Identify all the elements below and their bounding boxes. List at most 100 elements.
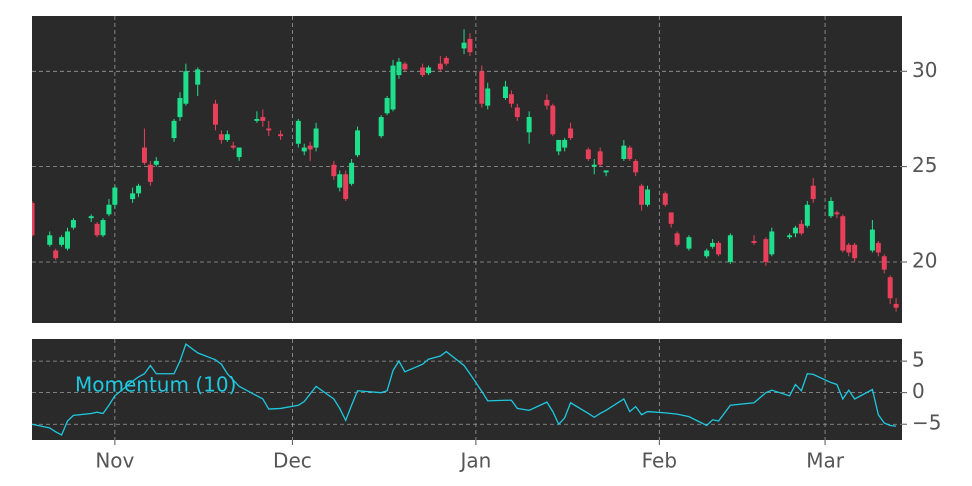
candle-body: [171, 120, 177, 139]
candle-body: [331, 164, 337, 177]
candle-body: [881, 256, 887, 270]
candle-body: [426, 67, 432, 74]
x-tick-label: Dec: [273, 449, 312, 473]
y-tick-label: 5: [912, 348, 925, 372]
y-tick-label: 30: [912, 58, 937, 82]
candle-body: [212, 103, 218, 125]
y-tick-label: 20: [912, 248, 937, 272]
candle-body: [230, 145, 236, 148]
candle-body: [550, 105, 556, 135]
candle-body: [887, 277, 893, 299]
candle-body: [94, 223, 100, 236]
candle-body: [633, 160, 639, 173]
candle-body: [100, 220, 106, 236]
candle-body: [147, 164, 153, 182]
candle-body: [603, 170, 609, 173]
candle-body: [834, 212, 840, 215]
candle-body: [893, 303, 899, 308]
candle-body: [751, 241, 757, 243]
candle-body: [686, 237, 692, 249]
candle-body: [337, 174, 343, 188]
legend-label: Momentum (10): [75, 373, 236, 397]
candle-body: [514, 107, 520, 118]
candle-body: [792, 227, 798, 234]
x-tick-label: Jan: [458, 449, 491, 473]
candle-body: [307, 145, 313, 150]
candle-body: [295, 120, 301, 144]
candle-body: [627, 147, 633, 160]
candle-body: [260, 117, 266, 121]
axes: 20 25 30 5 0 −5 Nov Dec Jan Feb Mar Momentum (10): [75, 58, 941, 473]
candle-body: [869, 229, 875, 251]
candle-body: [544, 99, 550, 106]
candle-body: [153, 160, 159, 165]
candle-body: [236, 147, 242, 158]
candle-body: [65, 231, 71, 249]
candle-body: [716, 242, 722, 255]
momentum-panel: [32, 339, 902, 440]
momentum-line: [32, 342, 897, 436]
candle-body: [278, 134, 284, 137]
candle-body: [597, 151, 603, 165]
y-tick-label: 0: [912, 379, 925, 403]
candle-body: [763, 239, 769, 262]
candle-body: [177, 97, 183, 118]
candle-body: [313, 128, 319, 148]
candle-body: [710, 242, 716, 247]
candle-body: [136, 185, 142, 194]
candle-body: [112, 187, 118, 205]
candle-body: [349, 162, 355, 184]
candle-body: [355, 130, 361, 156]
candle-body: [639, 185, 645, 205]
candle-body: [727, 235, 733, 262]
candle-body: [467, 38, 473, 53]
candle-body: [402, 63, 408, 70]
candle-body: [130, 193, 136, 200]
y-tick-label: 25: [912, 153, 937, 177]
candle-body: [508, 94, 514, 104]
candle-body: [420, 67, 426, 76]
candle-body: [769, 231, 775, 255]
candle-body: [183, 71, 189, 104]
candle-body: [384, 97, 390, 114]
candle-body: [591, 164, 597, 167]
candle-body: [59, 237, 65, 245]
candle-body: [343, 174, 349, 200]
candle-body: [787, 235, 793, 238]
candle-body: [224, 134, 230, 140]
candle-body: [846, 244, 852, 253]
candle-body: [526, 117, 532, 133]
x-tick-label: Mar: [806, 449, 845, 473]
price-panel: [32, 16, 902, 323]
candle-body: [852, 244, 858, 259]
candle-body: [562, 139, 568, 148]
candle-body: [32, 202, 35, 236]
price-plot: [32, 16, 902, 323]
candle-body: [254, 118, 260, 121]
candle-body: [840, 216, 846, 251]
candle-body: [301, 147, 307, 152]
candle-body: [585, 149, 591, 160]
candle-body: [568, 128, 574, 139]
candle-body: [106, 204, 112, 215]
candle-body: [662, 193, 668, 205]
candle-body: [218, 134, 224, 140]
candle-body: [195, 69, 201, 85]
candle-body: [443, 57, 449, 64]
candle-body: [804, 204, 810, 226]
candle-body: [674, 233, 680, 245]
candle-body: [502, 86, 508, 98]
candle-body: [396, 61, 402, 76]
x-tick-label: Feb: [642, 449, 677, 473]
candle-body: [141, 147, 147, 163]
candle-body: [828, 200, 834, 217]
candle-body: [47, 235, 53, 245]
candle-body: [621, 145, 627, 160]
candle-body: [53, 250, 59, 259]
candle-body: [390, 65, 396, 110]
candle-body: [70, 220, 76, 228]
candle-body: [485, 88, 491, 106]
candle-body: [668, 212, 674, 224]
candle-body: [378, 117, 384, 137]
